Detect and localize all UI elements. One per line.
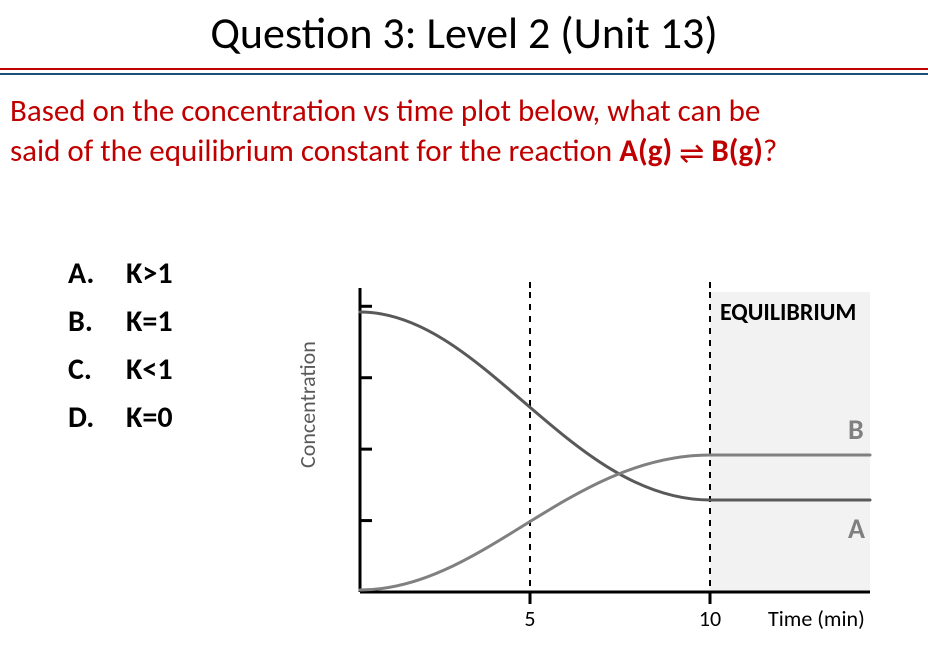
chart-y-axis-label: Concentration (294, 341, 321, 468)
option-text: K<1 (126, 346, 173, 394)
page-title: Question 3: Level 2 (Unit 13) (0, 0, 928, 66)
equilibrium-arrow-icon: ⇌ (679, 137, 704, 170)
option-letter: A. (68, 250, 98, 298)
question-text: Based on the concentration vs time plot … (0, 75, 928, 173)
svg-text:Time (min): Time (min) (768, 605, 865, 632)
question-tail: ? (763, 132, 777, 170)
option-text: K=0 (126, 394, 173, 442)
divider-red (0, 68, 928, 70)
option-c[interactable]: C. K<1 (68, 346, 173, 394)
svg-text:EQUILIBRIUM: EQUILIBRIUM (720, 298, 856, 327)
svg-text:10: 10 (699, 605, 721, 632)
answer-options: A. K>1 B. K=1 C. K<1 D. K=0 (68, 250, 173, 442)
option-text: K>1 (126, 250, 173, 298)
option-letter: B. (68, 298, 98, 346)
reaction-right: B(g) (711, 132, 763, 170)
svg-text:B: B (848, 412, 864, 447)
question-line1: Based on the concentration vs time plot … (10, 92, 760, 130)
option-letter: C. (68, 346, 98, 394)
option-letter: D. (68, 394, 98, 442)
chart-svg: 5 10 EQUILIBRIUM B A Time (min) (300, 282, 900, 652)
svg-text:A: A (848, 511, 865, 546)
option-b[interactable]: B. K=1 (68, 298, 173, 346)
question-line2: said of the equilibrium constant for the… (10, 132, 619, 170)
concentration-chart: Concentration 510EQUILIBRIUMBATime (min) (300, 282, 900, 652)
reaction-left: A(g) (619, 132, 672, 170)
option-text: K=1 (126, 298, 173, 346)
option-d[interactable]: D. K=0 (68, 394, 173, 442)
option-a[interactable]: A. K>1 (68, 250, 173, 298)
svg-text:5: 5 (524, 605, 535, 632)
